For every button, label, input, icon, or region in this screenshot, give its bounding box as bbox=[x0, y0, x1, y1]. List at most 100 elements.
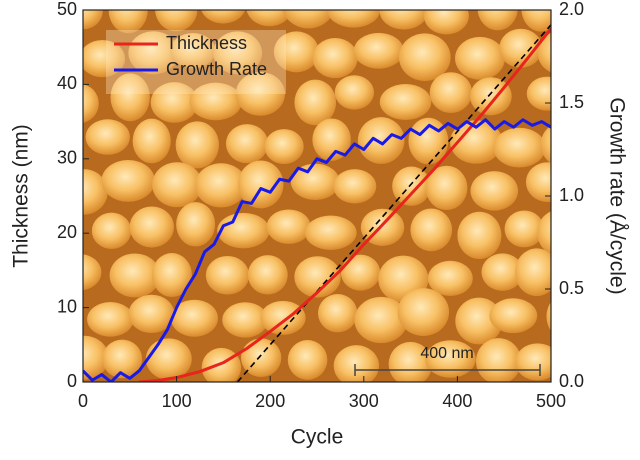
y-axis-label: Thickness (nm) bbox=[10, 124, 33, 268]
afm-grain bbox=[91, 212, 132, 249]
legend: Thickness Growth Rate bbox=[106, 30, 286, 94]
series-line bbox=[139, 27, 551, 382]
afm-grain bbox=[83, 84, 99, 123]
afm-grain bbox=[455, 297, 503, 345]
afm-grain bbox=[333, 169, 377, 204]
y2-axis-label: Growth rate (Å/cycle) bbox=[605, 97, 628, 294]
afm-grain bbox=[450, 120, 503, 164]
afm-grain bbox=[333, 345, 380, 382]
scale-bar: 400 nm bbox=[354, 345, 541, 376]
afm-grain bbox=[398, 33, 451, 81]
scale-bar-label: 400 nm bbox=[420, 345, 473, 362]
afm-grain bbox=[537, 211, 551, 255]
afm-grain bbox=[294, 79, 337, 126]
afm-grain bbox=[240, 338, 282, 378]
legend-box bbox=[106, 30, 286, 94]
afm-grain bbox=[247, 255, 288, 295]
afm-grain bbox=[152, 162, 203, 208]
afm-grain bbox=[454, 36, 505, 80]
afm-grain bbox=[470, 77, 512, 116]
afm-grain bbox=[151, 253, 192, 297]
afm-grain bbox=[357, 117, 405, 164]
x-tick-label: 200 bbox=[255, 391, 285, 411]
afm-grain bbox=[83, 335, 109, 380]
afm-grain bbox=[317, 294, 358, 333]
afm-grain bbox=[108, 10, 148, 34]
y2-tick-label: 1.0 bbox=[559, 185, 584, 205]
afm-grain bbox=[264, 129, 304, 165]
afm-grain bbox=[379, 10, 429, 30]
afm-grain bbox=[246, 10, 293, 27]
afm-grain bbox=[470, 171, 519, 211]
afm-grain bbox=[525, 162, 551, 203]
afm-grain bbox=[260, 300, 306, 335]
afm-grain bbox=[132, 118, 171, 164]
afm-grain bbox=[546, 301, 551, 332]
y-tick-label: 50 bbox=[57, 0, 77, 19]
afm-grain bbox=[423, 10, 469, 35]
afm-grain bbox=[294, 256, 341, 298]
afm-grain bbox=[425, 165, 468, 211]
afm-grain bbox=[273, 31, 319, 73]
afm-grain bbox=[175, 121, 220, 169]
afm-grain bbox=[170, 299, 218, 337]
afm-grain bbox=[201, 10, 246, 24]
x-tick-label: 300 bbox=[349, 391, 379, 411]
series-line bbox=[83, 118, 551, 382]
y2-tick-label: 1.5 bbox=[559, 92, 584, 112]
afm-grain bbox=[235, 71, 285, 116]
afm-grain bbox=[489, 298, 538, 334]
x-tick-label: 100 bbox=[162, 391, 192, 411]
y-tick-label: 30 bbox=[57, 148, 77, 168]
afm-grain bbox=[109, 253, 161, 298]
afm-grain bbox=[457, 211, 502, 259]
y-tick-label: 40 bbox=[57, 73, 77, 93]
afm-grain bbox=[287, 340, 328, 380]
afm-grain bbox=[225, 124, 269, 164]
afm-grain bbox=[150, 82, 199, 123]
legend-label: Growth Rate bbox=[166, 59, 267, 79]
x-tick-label: 500 bbox=[536, 391, 566, 411]
afm-grain bbox=[189, 82, 242, 121]
afm-grain bbox=[110, 73, 150, 122]
afm-grain bbox=[129, 206, 175, 248]
x-tick-label: 400 bbox=[442, 391, 472, 411]
afm-grains bbox=[83, 10, 551, 382]
afm-grain bbox=[83, 39, 126, 78]
afm-grain bbox=[353, 32, 404, 69]
afm-grain bbox=[425, 340, 476, 378]
afm-grain bbox=[128, 31, 179, 75]
afm-grain bbox=[83, 254, 102, 291]
afm-grain bbox=[481, 253, 524, 291]
afm-grain bbox=[237, 160, 284, 209]
x-tick-label: 0 bbox=[78, 391, 88, 411]
afm-grain bbox=[128, 294, 175, 334]
plot-area bbox=[83, 24, 551, 382]
afm-grain bbox=[176, 202, 216, 247]
afm-grain bbox=[213, 31, 263, 75]
afm-grain bbox=[102, 339, 143, 379]
afm-grain bbox=[304, 215, 357, 250]
afm-grain bbox=[170, 33, 216, 69]
afm-grain bbox=[85, 119, 130, 155]
afm-grain bbox=[410, 208, 453, 252]
afm-grain bbox=[475, 338, 522, 382]
afm-grain bbox=[101, 160, 155, 202]
y-tick-label: 10 bbox=[57, 296, 77, 316]
afm-grain bbox=[521, 10, 551, 32]
afm-grain bbox=[83, 169, 108, 215]
y2-tick-label: 0.5 bbox=[559, 278, 584, 298]
afm-grain bbox=[388, 341, 433, 382]
afm-grain bbox=[429, 72, 473, 114]
afm-grain bbox=[493, 127, 546, 168]
afm-grain bbox=[379, 83, 432, 120]
afm-grain bbox=[155, 10, 198, 32]
afm-grain bbox=[540, 125, 551, 164]
afm-grain bbox=[327, 10, 381, 28]
afm-grain bbox=[334, 75, 375, 110]
afm-grain bbox=[145, 338, 192, 380]
afm-grain bbox=[477, 10, 518, 31]
afm-grain bbox=[354, 296, 408, 344]
afm-grain bbox=[217, 212, 270, 249]
